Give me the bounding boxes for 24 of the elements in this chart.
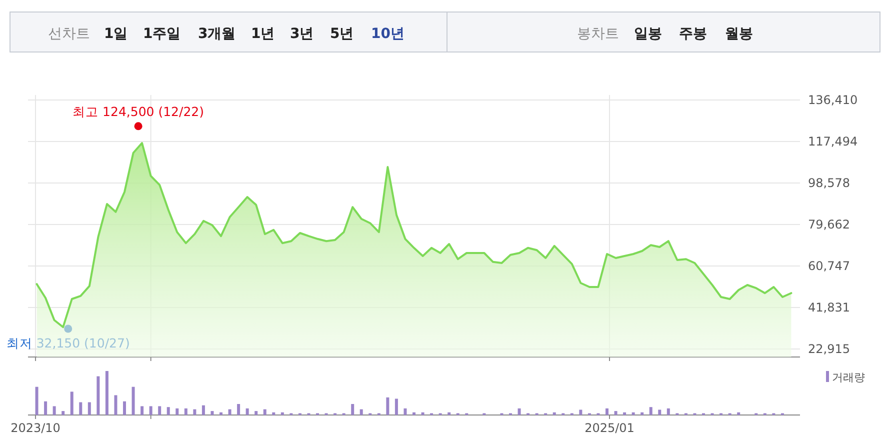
x-tick-label: 2023/10: [10, 421, 60, 435]
y-tick-label: 117,494: [808, 134, 858, 149]
text: 10년: [371, 26, 404, 42]
x-tick-label: 2025/01: [584, 421, 634, 435]
y-tick-label: 22,915: [808, 342, 850, 356]
data-label: 최저 32,150 (10/27): [6, 336, 130, 351]
text: 1일: [104, 26, 128, 42]
y-tick-label: 60,747: [808, 259, 850, 274]
text: 월봉: [725, 26, 753, 42]
legend-label: 거래량: [832, 371, 865, 384]
text: 주봉: [679, 26, 707, 42]
text: 3개월: [198, 26, 236, 42]
text: 일봉: [634, 26, 662, 42]
data-label: 최고 124,500 (12/22): [72, 104, 204, 120]
text: 봉차트: [577, 26, 619, 42]
text: 1주일: [143, 26, 181, 42]
y-tick-label: 41,831: [808, 300, 850, 315]
y-tick-label: 136,410: [808, 93, 858, 108]
text: 5년: [330, 26, 354, 42]
y-tick-label: 79,662: [808, 218, 850, 232]
text: 3년: [290, 26, 314, 42]
text: 선차트: [48, 26, 90, 42]
text: 1년: [251, 26, 275, 42]
y-tick-label: 98,578: [808, 176, 850, 190]
